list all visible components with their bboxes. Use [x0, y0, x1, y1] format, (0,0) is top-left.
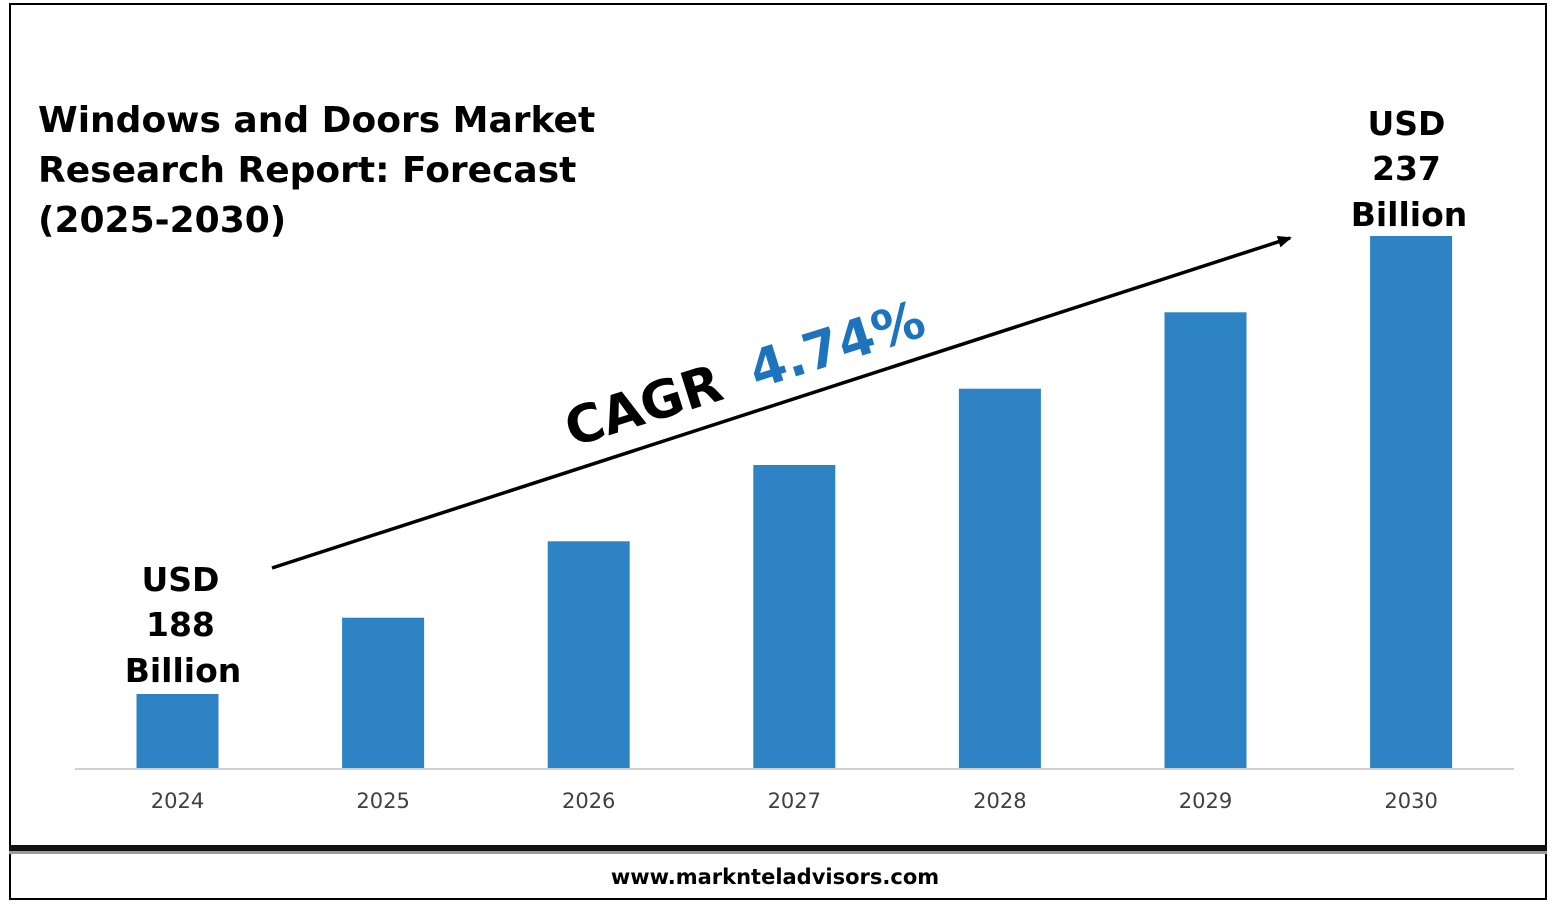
start-value-label-line-3: Billion [125, 651, 242, 690]
footer-divider [9, 845, 1547, 851]
chart-title: Windows and Doors Market Research Report… [38, 100, 600, 241]
chart-title-line-3: (2025-2030) [38, 200, 286, 241]
footer-divider-shadow [9, 851, 1547, 854]
cagr-annotation: CAGR 4.74% [558, 290, 932, 460]
end-value-label-line-1: USD [1367, 104, 1445, 143]
x-tick-label-2029: 2029 [1179, 789, 1232, 813]
start-value-label: USD 188 Billion [125, 560, 242, 690]
x-tick-label-2025: 2025 [356, 789, 409, 813]
end-value-label-line-3: Billion [1351, 195, 1468, 234]
footer-website: www.marknteladvisors.com [611, 865, 939, 889]
x-tick-label-2026: 2026 [562, 789, 615, 813]
x-tick-label-2027: 2027 [768, 789, 821, 813]
chart-title-line-1: Windows and Doors Market [38, 100, 595, 141]
bar-2025 [342, 617, 425, 769]
x-tick-label-2030: 2030 [1384, 789, 1437, 813]
end-value-label-line-2: 237 [1372, 149, 1441, 188]
growth-arrow [271, 235, 1292, 570]
bar-2024 [136, 694, 219, 769]
bars-group [136, 236, 1453, 769]
x-tick-label-2024: 2024 [151, 789, 204, 813]
chart-frame [9, 3, 1547, 900]
cagr-prefix: CAGR [558, 354, 730, 460]
start-value-label-line-2: 188 [146, 605, 215, 644]
bar-2029 [1164, 312, 1247, 769]
bar-2027 [753, 465, 836, 769]
bar-2030 [1370, 236, 1453, 769]
start-value-label-line-1: USD [141, 560, 219, 599]
bar-2028 [958, 388, 1041, 769]
bar-2026 [547, 541, 630, 769]
chart-title-line-2: Research Report: Forecast [38, 150, 576, 191]
x-tick-label-2028: 2028 [973, 789, 1026, 813]
end-value-label: USD 237 Billion [1351, 104, 1468, 234]
x-tick-labels: 2024 2025 2026 2027 2028 2029 2030 [151, 789, 1438, 813]
